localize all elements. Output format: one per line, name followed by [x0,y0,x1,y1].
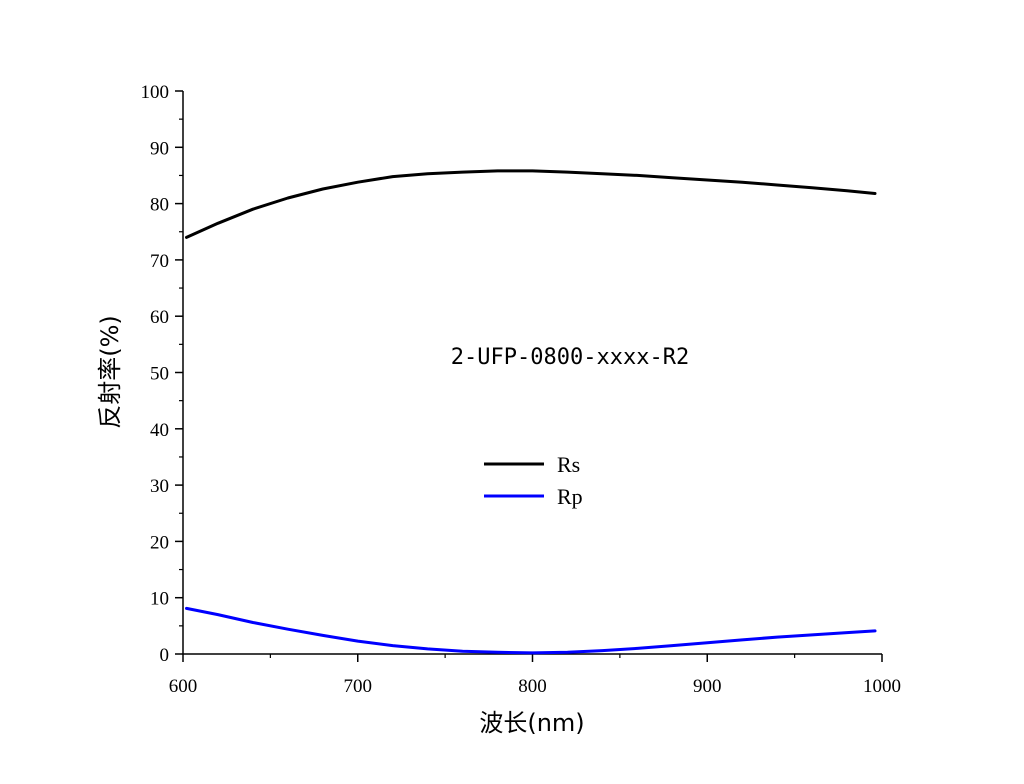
x-tick-label: 1000 [863,676,901,697]
series-line-rs [185,169,877,239]
y-tick-label: 100 [141,82,170,103]
y-axis-label: 反射率(%) [96,315,124,429]
legend: Rs Rp [484,452,583,509]
axes: 0 10 20 30 40 50 60 70 80 90 100 600 700 800 900 1000 [141,82,902,697]
y-tick-label: 20 [150,532,169,553]
legend-label-rp: Rp [557,484,583,509]
x-tick-label: 900 [693,676,722,697]
y-tick-label: 0 [160,645,170,666]
y-tick-label: 80 [150,195,169,216]
y-tick-label: 60 [150,307,169,328]
x-axis-label: 波长(nm) [479,709,584,737]
y-tick-label: 30 [150,476,169,497]
legend-label-rs: Rs [557,452,580,477]
x-tick-label: 800 [518,676,547,697]
y-tick-label: 40 [150,420,169,441]
series-group [185,169,877,655]
x-tick-label: 600 [169,676,198,697]
y-tick-label: 90 [150,138,169,159]
y-tick-label: 50 [150,364,169,385]
chart-annotation: 2-UFP-0800-xxxx-R2 [451,345,689,370]
y-tick-label: 70 [150,251,169,272]
x-tick-label: 700 [344,676,373,697]
series-line-rp [185,606,877,655]
y-tick-label: 10 [150,589,169,610]
